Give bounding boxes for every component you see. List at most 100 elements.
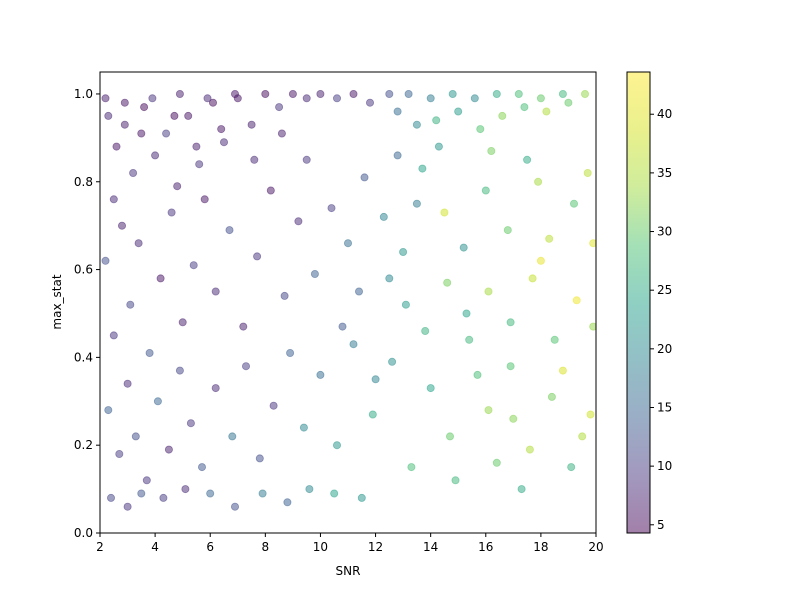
data-point <box>255 454 264 463</box>
x-tick-label: 18 <box>533 540 548 554</box>
data-point <box>506 362 515 371</box>
data-point <box>175 366 184 375</box>
y-tick-label: 1.0 <box>74 87 93 101</box>
data-point <box>434 142 443 151</box>
data-point <box>589 239 596 248</box>
data-point <box>451 476 460 485</box>
data-point <box>484 287 493 296</box>
data-point <box>338 322 347 331</box>
data-point <box>184 111 193 120</box>
data-point <box>354 287 363 296</box>
y-tick-label: 0.2 <box>74 438 93 452</box>
data-point <box>445 432 454 441</box>
y-tick-label: 0.6 <box>74 263 93 277</box>
y-tick-label: 0.4 <box>74 350 93 364</box>
data-point <box>581 90 590 99</box>
data-point <box>421 326 430 335</box>
data-point <box>104 111 113 120</box>
data-point <box>104 406 113 415</box>
data-point <box>181 485 190 494</box>
data-point <box>241 362 250 371</box>
x-tick-label: 8 <box>262 540 270 554</box>
data-point <box>525 445 534 454</box>
data-point <box>299 423 308 432</box>
data-point <box>509 414 518 423</box>
data-point <box>528 274 537 283</box>
data-point <box>465 335 474 344</box>
data-point <box>520 103 529 112</box>
data-point <box>109 331 118 340</box>
x-tick-label: 10 <box>313 540 328 554</box>
data-point <box>498 111 507 120</box>
data-point <box>570 199 579 208</box>
data-points <box>101 90 596 511</box>
data-point <box>156 274 165 283</box>
colorbar-tick-label: 15 <box>657 400 672 414</box>
data-point <box>247 120 256 129</box>
data-point <box>492 458 501 467</box>
data-point <box>379 212 388 221</box>
data-point <box>399 247 408 256</box>
data-point <box>349 90 358 99</box>
data-point <box>126 300 135 309</box>
data-point <box>123 379 132 388</box>
data-point <box>269 401 278 410</box>
data-point <box>330 489 339 498</box>
data-point <box>178 318 187 327</box>
data-point <box>118 221 127 230</box>
y-axis: 0.0 0.2 0.4 0.6 0.8 1.0 <box>74 87 100 540</box>
x-tick-label: 20 <box>588 540 603 554</box>
data-point <box>145 348 154 357</box>
x-tick-label: 12 <box>368 540 383 554</box>
colorbar-tick-label: 25 <box>657 283 672 297</box>
data-point <box>476 125 485 134</box>
data-point <box>175 90 184 99</box>
data-point <box>266 186 275 195</box>
x-tick-label: 4 <box>151 540 159 554</box>
data-point <box>503 226 512 235</box>
data-point <box>368 410 377 419</box>
data-point <box>586 410 595 419</box>
data-point <box>583 168 592 177</box>
data-point <box>536 94 545 103</box>
data-point <box>316 370 325 379</box>
data-point <box>280 291 289 300</box>
data-point <box>492 90 501 99</box>
data-point <box>167 208 176 217</box>
colorbar-tick-label: 5 <box>657 518 665 532</box>
y-tick-label: 0.0 <box>74 526 93 540</box>
data-point <box>217 125 226 134</box>
data-point <box>432 116 441 125</box>
data-point <box>332 441 341 450</box>
data-point <box>506 318 515 327</box>
data-point <box>547 392 556 401</box>
data-point <box>219 138 228 147</box>
data-point <box>294 217 303 226</box>
data-point <box>572 296 581 305</box>
data-point <box>288 90 297 99</box>
data-point <box>253 252 262 261</box>
data-point <box>151 151 160 160</box>
data-point <box>159 493 168 502</box>
data-point <box>230 90 239 99</box>
colorbar-tick-label: 40 <box>657 107 672 121</box>
data-point <box>195 160 204 169</box>
data-point <box>228 432 237 441</box>
data-point <box>225 226 234 235</box>
data-point <box>558 90 567 99</box>
data-point <box>481 186 490 195</box>
data-point <box>131 432 140 441</box>
data-point <box>148 94 157 103</box>
data-point <box>470 94 479 103</box>
data-point <box>186 419 195 428</box>
data-point <box>523 155 532 164</box>
data-point <box>162 129 171 138</box>
data-point <box>261 90 270 99</box>
data-point <box>109 195 118 204</box>
data-point <box>343 239 352 248</box>
data-point <box>327 204 336 213</box>
data-point <box>385 90 394 99</box>
data-point <box>203 94 212 103</box>
data-point <box>484 406 493 415</box>
